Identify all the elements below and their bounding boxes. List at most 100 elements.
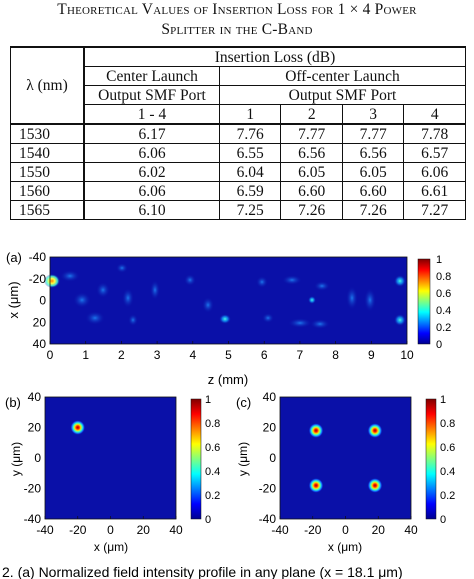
panel-b-colorbar-tick: 0.8 (205, 418, 220, 430)
lambda-cell: 1560 (10, 181, 85, 201)
panel-b-label: (b) (5, 395, 21, 410)
panel-a-colorbar-tick: 0.2 (436, 322, 451, 334)
center-launch-header: Center Launch (83, 66, 220, 86)
interference-glow (73, 292, 91, 308)
panel-b-colorbar-tick: 0 (205, 514, 211, 526)
offcenter-launch-header: Off-center Launch (219, 66, 466, 86)
panel-c-xtick-label: -40 (271, 523, 289, 537)
panel-b-colorbar (190, 398, 202, 520)
panel-a-ylabel: x (μm) (6, 281, 21, 318)
insertion-loss-table: λ (nm) Insertion Loss (dB) Center Launch… (10, 46, 466, 220)
panel-c-colorbar-tick: 0.6 (440, 442, 455, 454)
panel-b-xtick-label: 0 (107, 523, 114, 537)
value-cell: 6.59 (218, 181, 282, 201)
value-cell: 7.77 (280, 123, 343, 144)
panel-b-ytick-label: 20 (28, 421, 42, 435)
panel-c-ytick-label: -40 (259, 512, 277, 526)
output-port-header-center: Output SMF Port (83, 85, 220, 105)
panel-a-xtick-label: 8 (332, 348, 339, 362)
panel-b-field (44, 396, 177, 520)
value-cell: 6.06 (83, 143, 220, 163)
lambda-cell: 1565 (10, 200, 85, 220)
panel-b-ytick-label: -40 (24, 512, 42, 526)
value-cell: 6.05 (341, 162, 405, 182)
panel-b-colorbar-tick: 0.6 (205, 442, 220, 454)
port-label-4: 4 (403, 104, 466, 125)
panel-a-ytick-label: 0 (39, 294, 46, 308)
interference-glow (128, 314, 138, 326)
panel-c-colorbar-tick: 0.4 (440, 466, 455, 478)
value-cell: 6.57 (403, 143, 466, 163)
table-row: 1550 6.02 6.04 6.05 6.05 6.06 (10, 162, 466, 182)
panel-a-label: (a) (6, 250, 22, 265)
panel-b-xtick-label: -20 (69, 523, 87, 537)
panel-a-colorbar-tick: 0.8 (436, 271, 451, 283)
panel-a-ytick-label: -40 (29, 250, 47, 264)
lambda-cell: 1530 (10, 123, 85, 144)
value-cell: 6.56 (341, 143, 405, 163)
panel-a-ytick-label: 20 (33, 315, 47, 329)
value-cell: 7.26 (280, 200, 343, 220)
launch-spot (44, 274, 60, 288)
interference-glow (122, 288, 134, 308)
panel-a-xtick-label: 7 (297, 348, 304, 362)
panel-c-colorbar-tick: 1 (440, 394, 446, 406)
panel-c-colorbar-tick: 0 (440, 514, 446, 526)
port-label-1: 1 (218, 104, 282, 125)
panel-a-xtick-label: 9 (368, 348, 375, 362)
table-row: 1530 6.17 7.76 7.77 7.77 7.78 (10, 123, 466, 144)
panel-a-colorbar-tick: 1 (436, 254, 442, 266)
panel-c-xtick-label: 40 (404, 523, 418, 537)
value-cell: 6.02 (83, 162, 220, 182)
value-cell: 6.60 (280, 181, 343, 201)
interference-glow (219, 314, 231, 324)
panel-c-xtick-label: -20 (304, 523, 322, 537)
panel-c-ytick-label: 20 (263, 421, 277, 435)
value-cell: 6.06 (403, 162, 466, 182)
value-cell: 6.17 (83, 123, 220, 144)
panel-c-colorbar (425, 398, 437, 520)
panel-b-colorbar-tick: 0.2 (205, 490, 220, 502)
interference-glow (308, 296, 316, 304)
panel-b-ylabel: y (μm) (9, 442, 23, 476)
insertion-loss-header: Insertion Loss (dB) (83, 46, 466, 67)
intensity-spot (367, 423, 383, 439)
panel-a-colorbar-tick: 0.6 (436, 288, 451, 300)
panel-a-ytick-label: -20 (29, 272, 47, 286)
panel-b-colorbar-tick: 1 (205, 394, 211, 406)
panel-a-xtick-label: 4 (189, 348, 196, 362)
panel-a-colorbar (417, 258, 431, 345)
caption-line-1: Theoretical Values of Insertion Loss for… (57, 1, 417, 18)
value-cell: 7.25 (218, 200, 282, 220)
port-label-center: 1 - 4 (83, 104, 220, 125)
panel-a-xtick-label: 0 (47, 348, 54, 362)
panel-b-xlabel: x (μm) (94, 540, 128, 554)
output-port-header-off: Output SMF Port (219, 85, 466, 105)
interference-glow (116, 263, 128, 273)
intensity-spot (367, 477, 383, 493)
value-cell: 6.05 (280, 162, 343, 182)
interference-glow (314, 281, 330, 291)
panel-c-colorbar-tick: 0.8 (440, 418, 455, 430)
table-caption: Theoretical Values of Insertion Loss for… (0, 0, 474, 40)
value-cell: 7.27 (403, 200, 466, 220)
value-cell: 6.56 (280, 143, 343, 163)
interference-glow (288, 318, 312, 328)
panel-b-ytick-label: -20 (24, 482, 42, 496)
panel-b-xtick-label: -40 (36, 523, 54, 537)
interference-glow (96, 282, 110, 298)
panel-a-xtick-label: 3 (154, 348, 161, 362)
interference-glow (282, 275, 302, 285)
panel-a-colorbar-tick: 0.4 (436, 305, 451, 317)
panel-c-colorbar-tick: 0.2 (440, 490, 455, 502)
table-row: 1560 6.06 6.59 6.60 6.60 6.61 (10, 181, 466, 201)
panel-c-xlabel: x (μm) (328, 540, 362, 554)
interference-glow (202, 297, 214, 313)
interference-glow (184, 274, 196, 286)
panel-c-label: (c) (236, 395, 251, 410)
value-cell: 7.77 (341, 123, 405, 144)
interference-glow (346, 286, 358, 310)
panel-b-ytick-label: 0 (34, 451, 41, 465)
interference-glow (256, 276, 268, 288)
